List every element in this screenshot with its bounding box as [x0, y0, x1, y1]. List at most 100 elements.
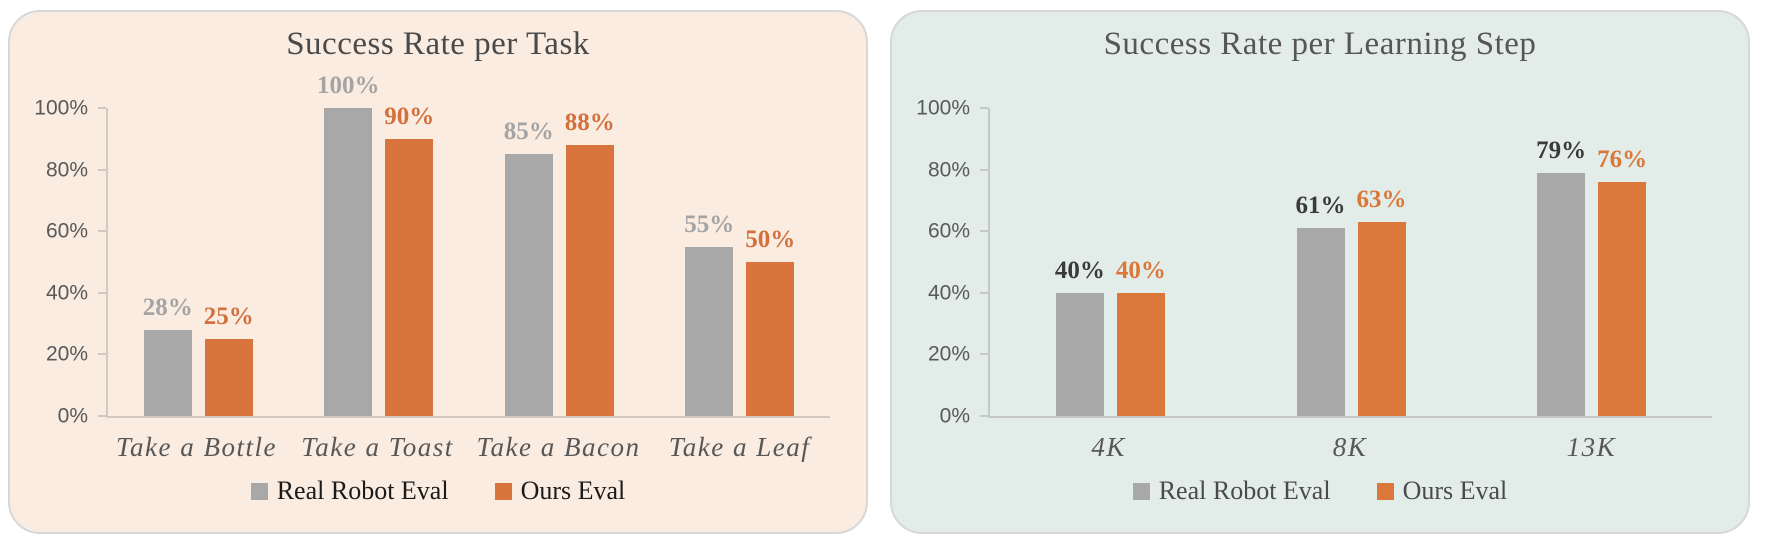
bar-group: 61% 63%: [1231, 108, 1472, 416]
bar-value-label: 61%: [1295, 192, 1346, 220]
legend-label: Real Robot Eval: [276, 476, 449, 505]
bar-group: 55% 50%: [650, 108, 831, 416]
bar-slot: 85%: [503, 108, 554, 416]
axis-tick-mark: [980, 415, 988, 417]
plot-area: 40% 40% 61% 63% 79% 76%: [980, 107, 1712, 418]
axis-tick-mark: [980, 107, 988, 109]
y-tick-label: 0%: [57, 404, 88, 428]
bar: [746, 262, 795, 416]
y-tick-label: 20%: [45, 342, 88, 366]
legend: Real Robot Eval Ours Eval: [10, 476, 866, 506]
bar-slot: 79%: [1536, 108, 1587, 416]
bar-group: 40% 40%: [990, 108, 1231, 416]
legend-label: Real Robot Eval: [1158, 476, 1331, 505]
axis-tick-mark: [980, 230, 988, 233]
bar: [143, 329, 192, 416]
bar-slot: 55%: [684, 108, 735, 416]
bar-value-label: 40%: [1054, 256, 1105, 284]
legend: Real Robot Eval Ours Eval: [892, 476, 1748, 506]
legend-item: Ours Eval: [1376, 476, 1508, 506]
bar-value-label: 85%: [503, 118, 554, 146]
bar-slot: 40%: [1054, 108, 1105, 416]
bar-slot: 25%: [203, 108, 254, 416]
y-tick-label: 40%: [45, 281, 88, 305]
bar-value-label: 88%: [564, 108, 615, 136]
y-tick-label: 80%: [927, 158, 970, 182]
axis-tick-mark: [98, 415, 106, 417]
bar-slot: 100%: [317, 73, 380, 416]
bar-slot: 76%: [1597, 108, 1648, 416]
bar-group: 85% 88%: [469, 108, 650, 416]
success-rate-per-task-chart: Success Rate per Task 0% 20% 40% 60% 80% 100%…: [8, 10, 868, 534]
legend-swatch-icon: [250, 482, 268, 500]
bar-value-label: 40%: [1115, 256, 1166, 284]
axis-tick-mark: [980, 353, 988, 356]
bar-slot: 40%: [1115, 108, 1166, 416]
bar-value-label: 79%: [1536, 136, 1587, 164]
chart-title: Success Rate per Learning Step: [1103, 26, 1537, 62]
x-axis-labels: Take a Bottle Take a Toast Take a Bacon Tak…: [106, 432, 830, 463]
y-tick-label: 60%: [927, 219, 970, 243]
y-tick-label: 40%: [927, 281, 970, 305]
bar-slot: 88%: [564, 108, 615, 416]
chart-title: Success Rate per Task: [286, 26, 590, 62]
bar: [1598, 181, 1647, 416]
axis-tick-mark: [98, 291, 106, 294]
bar-slot: 50%: [745, 108, 796, 416]
y-tick-label: 20%: [927, 342, 970, 366]
bar: [324, 108, 373, 416]
legend-label: Ours Eval: [1402, 476, 1508, 505]
axis-tick-mark: [98, 230, 106, 233]
bar-value-label: 63%: [1356, 185, 1407, 213]
legend-swatch-icon: [1132, 482, 1150, 500]
bar: [565, 144, 614, 416]
legend-swatch-icon: [1376, 482, 1394, 500]
legend-swatch-icon: [494, 482, 512, 500]
bar-value-label: 55%: [684, 210, 735, 238]
success-rate-per-learning-step-chart: Success Rate per Learning Step 0% 20% 40% 6…: [890, 10, 1750, 534]
axis-tick-mark: [980, 168, 988, 171]
bar: [1357, 221, 1406, 416]
bar-group: 100% 90%: [289, 73, 470, 416]
bar-slot: 61%: [1295, 108, 1346, 416]
bar: [385, 138, 434, 416]
y-tick-label: 80%: [45, 158, 88, 182]
y-tick-label: 100%: [34, 96, 88, 120]
bar: [1116, 292, 1165, 416]
y-axis: 0% 20% 40% 60% 80% 100%: [892, 98, 970, 427]
bar-slot: 90%: [384, 104, 434, 416]
legend-item: Ours Eval: [494, 476, 626, 506]
bar: [685, 246, 734, 416]
x-axis-category-label: 8K: [1332, 432, 1368, 462]
y-tick-label: 0%: [939, 404, 970, 428]
bar: [1055, 292, 1104, 416]
bar-value-label: 25%: [203, 303, 254, 330]
axis-tick-mark: [98, 168, 106, 171]
y-tick-label: 60%: [45, 219, 88, 243]
bar: [204, 339, 253, 416]
x-axis-category-label: Take a Toast: [301, 432, 454, 462]
bar-value-label: 90%: [384, 102, 435, 130]
bar: [1537, 172, 1586, 416]
y-axis: 0% 20% 40% 60% 80% 100%: [10, 98, 88, 427]
bar: [1296, 228, 1345, 416]
legend-item: Real Robot Eval: [250, 476, 449, 506]
axis-tick-mark: [98, 353, 106, 356]
bar-value-label: 100%: [317, 72, 380, 99]
axis-tick-mark: [980, 291, 988, 294]
x-axis-category-label: 4K: [1091, 432, 1126, 462]
legend-label: Ours Eval: [520, 476, 626, 505]
bar: [504, 154, 553, 416]
bar-slot: 28%: [142, 108, 193, 416]
x-axis-category-label: Take a Bacon: [476, 432, 641, 462]
bar-value-label: 28%: [142, 293, 193, 321]
x-axis-category-label: Take a Bottle: [116, 432, 277, 462]
axis-tick-mark: [98, 107, 106, 109]
x-axis-labels: 4K 8K 13K: [988, 432, 1712, 463]
legend-item: Real Robot Eval: [1132, 476, 1331, 506]
x-axis-category-label: 13K: [1566, 432, 1617, 462]
bar-group: 79% 76%: [1471, 108, 1712, 416]
bar-value-label: 76%: [1597, 145, 1648, 173]
bar-value-label: 50%: [745, 226, 796, 253]
